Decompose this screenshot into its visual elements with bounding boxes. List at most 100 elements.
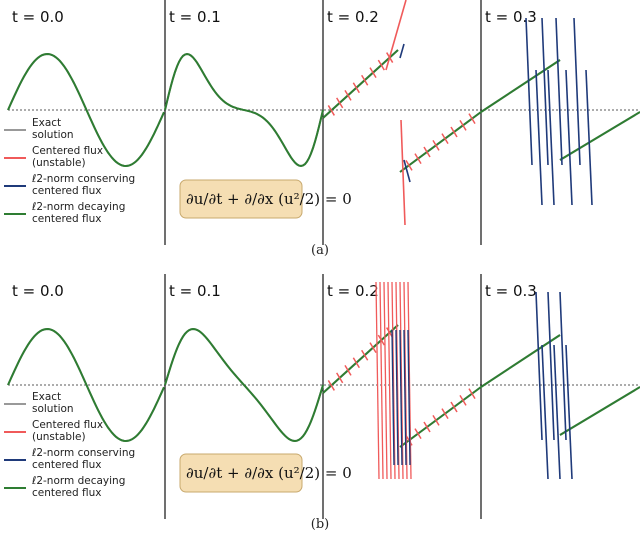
centered-flux-oscillation (352, 82, 360, 94)
centered-flux-oscillation (361, 74, 369, 86)
legend-label: Exact (32, 391, 61, 403)
caption-a: (a) (311, 243, 329, 258)
legend-label: Exact (32, 117, 61, 129)
l2-decaying-curve (7, 52, 165, 168)
centered-flux-oscillation (450, 401, 458, 413)
l2-decaying-curve (480, 59, 561, 113)
l2-decaying-curve (559, 386, 640, 436)
l2-conserving-spike (547, 291, 555, 441)
centered-flux-spike (391, 281, 396, 480)
l2-decaying-curve (7, 327, 165, 443)
centered-flux-spike (383, 281, 388, 480)
centered-flux-spike (407, 281, 412, 480)
centered-flux-oscillation (361, 349, 369, 361)
l2-conserving-spike (403, 329, 407, 466)
legend-label: Centered flux (32, 419, 103, 431)
centered-flux-oscillation (423, 146, 431, 158)
legend-label: solution (32, 129, 74, 141)
legend-label: centered flux (32, 459, 102, 471)
centered-flux-oscillation (468, 388, 476, 400)
centered-flux-spike (399, 281, 404, 480)
l2-conserving-spike (395, 329, 399, 466)
legend-label: ℓ2-norm decaying (31, 201, 125, 213)
centered-flux-oscillation (336, 372, 344, 384)
l2-conserving-spike (553, 344, 561, 480)
centered-flux-oscillation (414, 153, 422, 165)
centered-flux-oscillation (441, 133, 449, 145)
time-label: t = 0.1 (169, 282, 221, 300)
equation-box (179, 179, 303, 219)
centered-flux-oscillation (377, 59, 385, 71)
time-label: t = 0.3 (485, 282, 537, 300)
l2-conserving-spike (565, 344, 573, 480)
time-label: t = 0.0 (12, 282, 64, 300)
centered-flux-oscillation (405, 159, 413, 171)
centered-flux-oscillation (327, 380, 335, 391)
l2-conserving-spike (535, 69, 543, 206)
legend-label: Centered flux (32, 145, 103, 157)
legend-label: centered flux (32, 185, 102, 197)
time-label: t = 0.0 (12, 8, 64, 26)
centered-flux-spike (379, 281, 384, 480)
l2-decaying-curve (322, 324, 399, 394)
legend-label: centered flux (32, 487, 102, 499)
l2-conserving-spike (391, 329, 395, 466)
centered-flux-oscillation (414, 428, 422, 440)
centered-flux-oscillation (459, 119, 467, 131)
centered-flux-oscillation (327, 105, 335, 116)
centered-flux-oscillation (369, 342, 377, 354)
equation-text: ∂u/∂t + ∂/∂x (u²/2) = 0 (186, 190, 352, 208)
l2-conserving-spike (541, 17, 549, 166)
centered-flux-spike (403, 281, 408, 480)
centered-flux-oscillation (344, 89, 352, 101)
centered-flux-spike (387, 281, 392, 480)
l2-decaying-curve (164, 327, 324, 443)
l2-decaying-curve (559, 111, 640, 161)
time-label: t = 0.2 (327, 8, 379, 26)
legend-label: (unstable) (32, 431, 86, 443)
legend-label: ℓ2-norm decaying (31, 475, 125, 487)
centered-flux-spike (400, 119, 406, 226)
panel-b: t = 0.0 t = 0.1 t = 0.2 t = 0.3 Exactsolutio… (4, 274, 640, 519)
centered-flux-oscillation (432, 139, 440, 151)
legend-label: ℓ2-norm conserving (31, 173, 135, 185)
centered-flux-oscillation (352, 357, 360, 369)
centered-flux-oscillation (441, 408, 449, 420)
l2-decaying-curve (399, 111, 482, 173)
legend-label: solution (32, 403, 74, 415)
l2-conserving-spike (399, 43, 405, 59)
l2-conserving-spike (407, 329, 411, 466)
centered-flux-oscillation (468, 113, 476, 125)
l2-conserving-spike (547, 69, 555, 206)
legend-label: centered flux (32, 213, 102, 225)
equation-box (179, 453, 303, 493)
l2-decaying-curve (322, 49, 399, 119)
l2-decaying-curve (480, 334, 561, 388)
l2-decaying-curve (399, 386, 482, 448)
l2-conserving-spike (573, 17, 581, 166)
centered-flux-oscillation (459, 394, 467, 406)
time-label: t = 0.1 (169, 8, 221, 26)
l2-conserving-spike (535, 291, 543, 441)
centered-flux-spike (395, 281, 400, 480)
centered-flux-oscillation (369, 67, 377, 79)
l2-conserving-spike (541, 344, 549, 480)
equation-text: ∂u/∂t + ∂/∂x (u²/2) = 0 (186, 464, 352, 482)
centered-flux-oscillation (423, 421, 431, 433)
centered-flux-spike (375, 281, 380, 480)
l2-conserving-spike (565, 69, 573, 206)
centered-flux-oscillation (432, 414, 440, 426)
l2-conserving-spike (399, 329, 403, 466)
l2-conserving-spike (555, 17, 563, 166)
centered-flux-oscillation (450, 126, 458, 138)
l2-decaying-curve (164, 52, 324, 168)
l2-conserving-spike (525, 17, 533, 166)
l2-conserving-spike (403, 159, 411, 183)
caption-b: (b) (310, 517, 330, 532)
time-label: t = 0.2 (327, 282, 379, 300)
l2-conserving-spike (559, 291, 567, 441)
time-label: t = 0.3 (485, 8, 537, 26)
centered-flux-spike (385, 0, 407, 71)
legend-label: ℓ2-norm conserving (31, 447, 135, 459)
